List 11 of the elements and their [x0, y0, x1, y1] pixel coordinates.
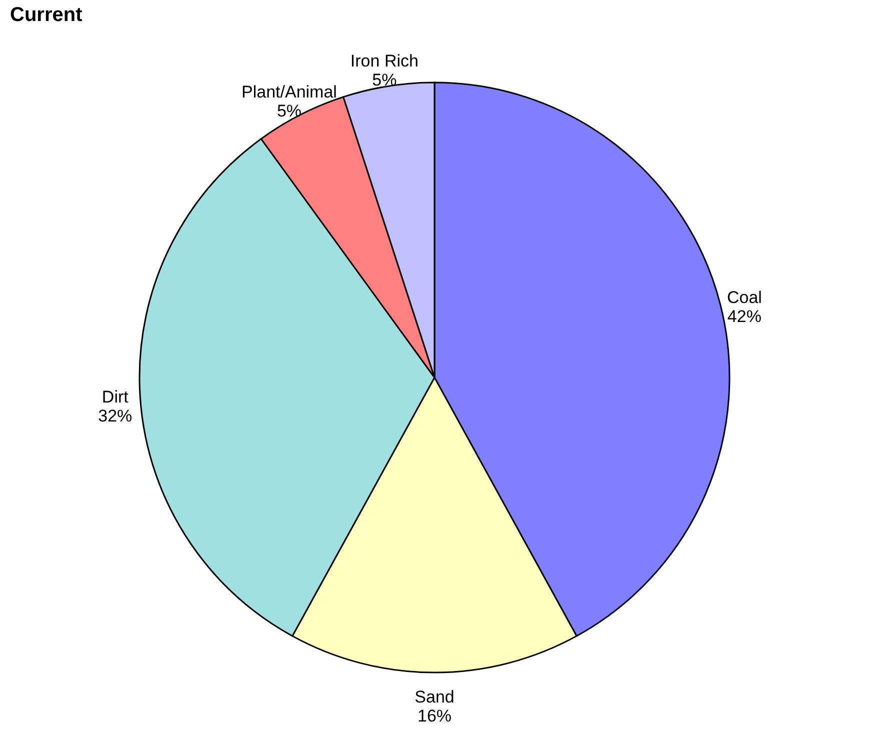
slice-label: Dirt [102, 388, 129, 407]
data-label: 5% [276, 101, 302, 120]
slice-label: Sand [414, 688, 454, 706]
slice-label: Plant/Animal [242, 82, 337, 102]
data-label: 16% [417, 706, 452, 726]
chart-title: Current [10, 4, 83, 26]
data-label: 32% [98, 406, 132, 426]
slice-label: Coal [726, 288, 762, 307]
slice-label: Iron Rich [350, 51, 418, 70]
data-label: 42% [727, 306, 762, 326]
data-label: 5% [372, 70, 397, 90]
